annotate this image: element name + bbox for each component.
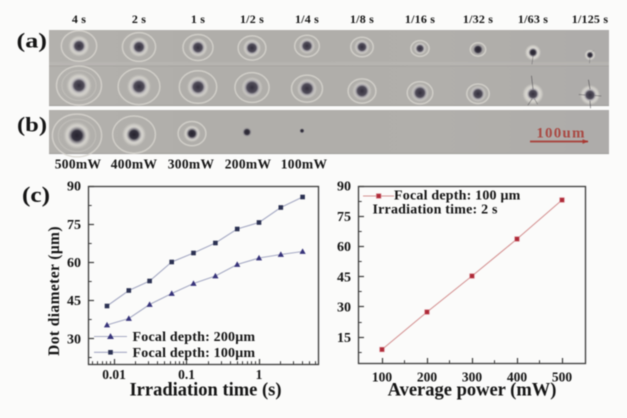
svg-text:Focal depth: 100 μm: Focal depth: 100 μm — [394, 189, 521, 204]
svg-text:45: 45 — [67, 294, 81, 309]
svg-text:30: 30 — [337, 301, 351, 316]
svg-text:(b): (b) — [17, 113, 47, 137]
svg-text:Average power (mW): Average power (mW) — [388, 381, 557, 401]
svg-text:1/4 s: 1/4 s — [295, 12, 319, 26]
svg-text:90: 90 — [337, 180, 351, 195]
svg-text:100um: 100um — [536, 126, 585, 142]
svg-text:500mW: 500mW — [55, 157, 102, 172]
svg-text:1/32 s: 1/32 s — [463, 12, 493, 26]
svg-text:100mW: 100mW — [281, 157, 328, 172]
svg-text:1/2 s: 1/2 s — [240, 12, 264, 26]
svg-text:500: 500 — [552, 370, 573, 385]
svg-text:400mW: 400mW — [111, 157, 158, 172]
svg-text:60: 60 — [67, 256, 81, 271]
svg-text:2 s: 2 s — [132, 12, 146, 26]
svg-text:300mW: 300mW — [168, 157, 215, 172]
svg-text:Focal depth: 100μm: Focal depth: 100μm — [133, 346, 256, 361]
svg-text:75: 75 — [337, 210, 351, 225]
svg-text:1: 1 — [256, 367, 263, 382]
svg-text:0.1: 0.1 — [178, 367, 195, 382]
svg-text:90: 90 — [67, 180, 81, 195]
svg-text:200: 200 — [417, 370, 438, 385]
svg-text:Irradiation time (s): Irradiation time (s) — [129, 381, 281, 401]
svg-text:1/16 s: 1/16 s — [405, 12, 435, 26]
svg-text:1/125 s: 1/125 s — [572, 12, 609, 26]
svg-text:15: 15 — [337, 331, 351, 346]
svg-text:60: 60 — [337, 240, 351, 255]
svg-text:45: 45 — [337, 270, 351, 285]
svg-text:75: 75 — [67, 218, 81, 233]
svg-text:200mW: 200mW — [225, 157, 272, 172]
svg-text:400: 400 — [507, 370, 528, 385]
svg-text:Dot diameter (μm): Dot diameter (μm) — [46, 226, 63, 356]
svg-text:(a): (a) — [17, 29, 48, 53]
svg-text:100: 100 — [372, 370, 393, 385]
svg-text:1/8 s: 1/8 s — [350, 12, 374, 26]
svg-text:300: 300 — [462, 370, 483, 385]
svg-text:Focal depth: 200μm: Focal depth: 200μm — [133, 330, 256, 345]
svg-text:Irradiation time: 2 s: Irradiation time: 2 s — [373, 203, 498, 218]
svg-text:1 s: 1 s — [191, 12, 205, 26]
svg-text:(c): (c) — [22, 182, 50, 207]
svg-text:0.01: 0.01 — [102, 367, 126, 382]
svg-text:1/63 s: 1/63 s — [518, 12, 548, 26]
svg-text:30: 30 — [67, 332, 81, 347]
svg-text:4 s: 4 s — [72, 12, 86, 26]
